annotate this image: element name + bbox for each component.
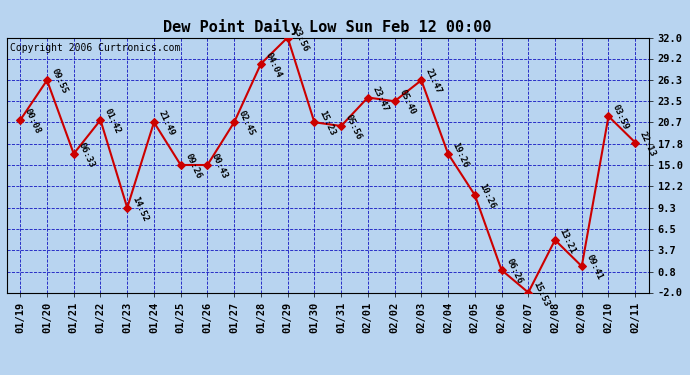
Text: 00:08: 00:08 (23, 107, 43, 135)
Text: 22:13: 22:13 (638, 130, 658, 158)
Point (442, 151, 453, 157)
Point (282, 34, 293, 40)
Point (549, 237, 560, 243)
Point (95, 117, 106, 123)
Text: 04:04: 04:04 (264, 51, 283, 79)
Text: 15:53: 15:53 (531, 280, 551, 308)
Text: 15:23: 15:23 (317, 110, 337, 138)
Text: 21:49: 21:49 (157, 110, 176, 138)
Point (389, 98, 400, 104)
Point (469, 192, 480, 198)
Text: 05:40: 05:40 (397, 88, 417, 117)
Point (121, 205, 132, 211)
Point (175, 162, 186, 168)
Text: 19:26: 19:26 (451, 141, 471, 169)
Point (202, 162, 213, 168)
Point (148, 119, 159, 125)
Text: 23:56: 23:56 (290, 25, 310, 53)
Text: 05:56: 05:56 (344, 113, 364, 141)
Point (14, 117, 26, 123)
Point (309, 119, 320, 125)
Text: 06:26: 06:26 (504, 257, 524, 285)
Point (523, 290, 534, 296)
Point (68, 151, 79, 157)
Title: Dew Point Daily Low Sun Feb 12 00:00: Dew Point Daily Low Sun Feb 12 00:00 (164, 19, 492, 35)
Text: 03:59: 03:59 (611, 104, 631, 132)
Point (416, 77, 427, 83)
Text: 02:45: 02:45 (237, 110, 257, 138)
Text: 01:42: 01:42 (104, 107, 123, 135)
Text: 10:26: 10:26 (477, 182, 497, 210)
Text: 06:33: 06:33 (77, 141, 96, 169)
Text: 09:26: 09:26 (184, 152, 203, 180)
Point (362, 94, 373, 100)
Point (576, 263, 587, 269)
Point (255, 61, 266, 67)
Text: 21:47: 21:47 (424, 68, 444, 96)
Text: Copyright 2006 Curtronics.com: Copyright 2006 Curtronics.com (10, 43, 181, 52)
Text: 09:55: 09:55 (50, 68, 69, 96)
Point (496, 267, 507, 273)
Text: 13:21: 13:21 (558, 227, 578, 255)
Text: 14:52: 14:52 (130, 195, 150, 223)
Text: 23:47: 23:47 (371, 85, 390, 113)
Point (630, 140, 641, 146)
Point (335, 123, 346, 129)
Point (603, 113, 614, 119)
Point (41, 77, 52, 83)
Point (228, 119, 239, 125)
Text: 09:41: 09:41 (584, 254, 604, 282)
Text: 00:43: 00:43 (210, 152, 230, 180)
